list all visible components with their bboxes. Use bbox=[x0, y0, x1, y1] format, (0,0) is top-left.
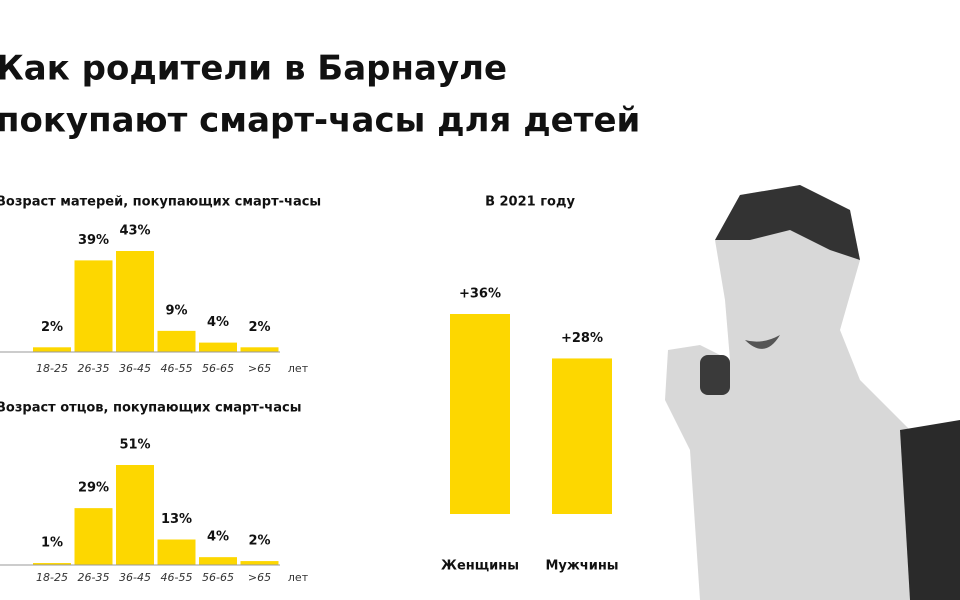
category-label: Мужчины bbox=[545, 559, 618, 574]
value-label: 4% bbox=[207, 315, 229, 330]
title-line: покупают смарт-часы для детей bbox=[0, 101, 640, 141]
category-label: 46-55 bbox=[161, 571, 193, 584]
bar bbox=[157, 539, 196, 565]
value-label: +28% bbox=[561, 331, 603, 346]
bar bbox=[552, 358, 612, 514]
value-label: 2% bbox=[248, 534, 270, 549]
bar bbox=[116, 465, 154, 565]
bar bbox=[74, 260, 113, 352]
category-label: 36-45 bbox=[119, 362, 151, 375]
category-label: Женщины bbox=[441, 559, 519, 574]
bar bbox=[116, 251, 154, 352]
value-label: 39% bbox=[78, 233, 109, 248]
photo-placeholder bbox=[665, 185, 960, 600]
category-label: 26-35 bbox=[78, 362, 110, 375]
bar bbox=[199, 557, 237, 565]
axis-label: лет bbox=[288, 362, 309, 375]
value-label: 51% bbox=[119, 438, 150, 453]
value-label: 9% bbox=[165, 303, 187, 318]
value-label: 2% bbox=[41, 320, 63, 335]
value-label: 4% bbox=[207, 530, 229, 545]
axis-label: лет bbox=[288, 571, 309, 584]
category-label: 56-65 bbox=[202, 571, 234, 584]
bar bbox=[157, 330, 196, 352]
value-label: 1% bbox=[41, 536, 63, 551]
category-label: 56-65 bbox=[202, 362, 234, 375]
bar bbox=[33, 347, 71, 352]
category-label: 18-25 bbox=[36, 571, 68, 584]
category-label: 46-55 bbox=[161, 362, 193, 375]
title-line: Как родители в Барнауле bbox=[0, 49, 507, 89]
bar bbox=[33, 563, 71, 565]
bar bbox=[199, 342, 237, 352]
bar bbox=[240, 561, 279, 565]
value-label: 13% bbox=[161, 512, 192, 527]
bar bbox=[74, 508, 113, 565]
chart-title: Возраст матерей, покупающих смарт-часы bbox=[0, 195, 321, 210]
category-label: 18-25 bbox=[36, 362, 68, 375]
chart-title: Возраст отцов, покупающих смарт-часы bbox=[0, 401, 301, 416]
value-label: 43% bbox=[119, 224, 150, 239]
chart-title: В 2021 году bbox=[485, 195, 575, 210]
value-label: +36% bbox=[459, 287, 501, 302]
category-label: >65 bbox=[248, 571, 271, 584]
bar bbox=[450, 314, 510, 514]
category-label: >65 bbox=[248, 362, 271, 375]
bar bbox=[240, 347, 279, 352]
value-label: 29% bbox=[78, 481, 109, 496]
category-label: 26-35 bbox=[78, 571, 110, 584]
category-label: 36-45 bbox=[119, 571, 151, 584]
value-label: 2% bbox=[248, 320, 270, 335]
